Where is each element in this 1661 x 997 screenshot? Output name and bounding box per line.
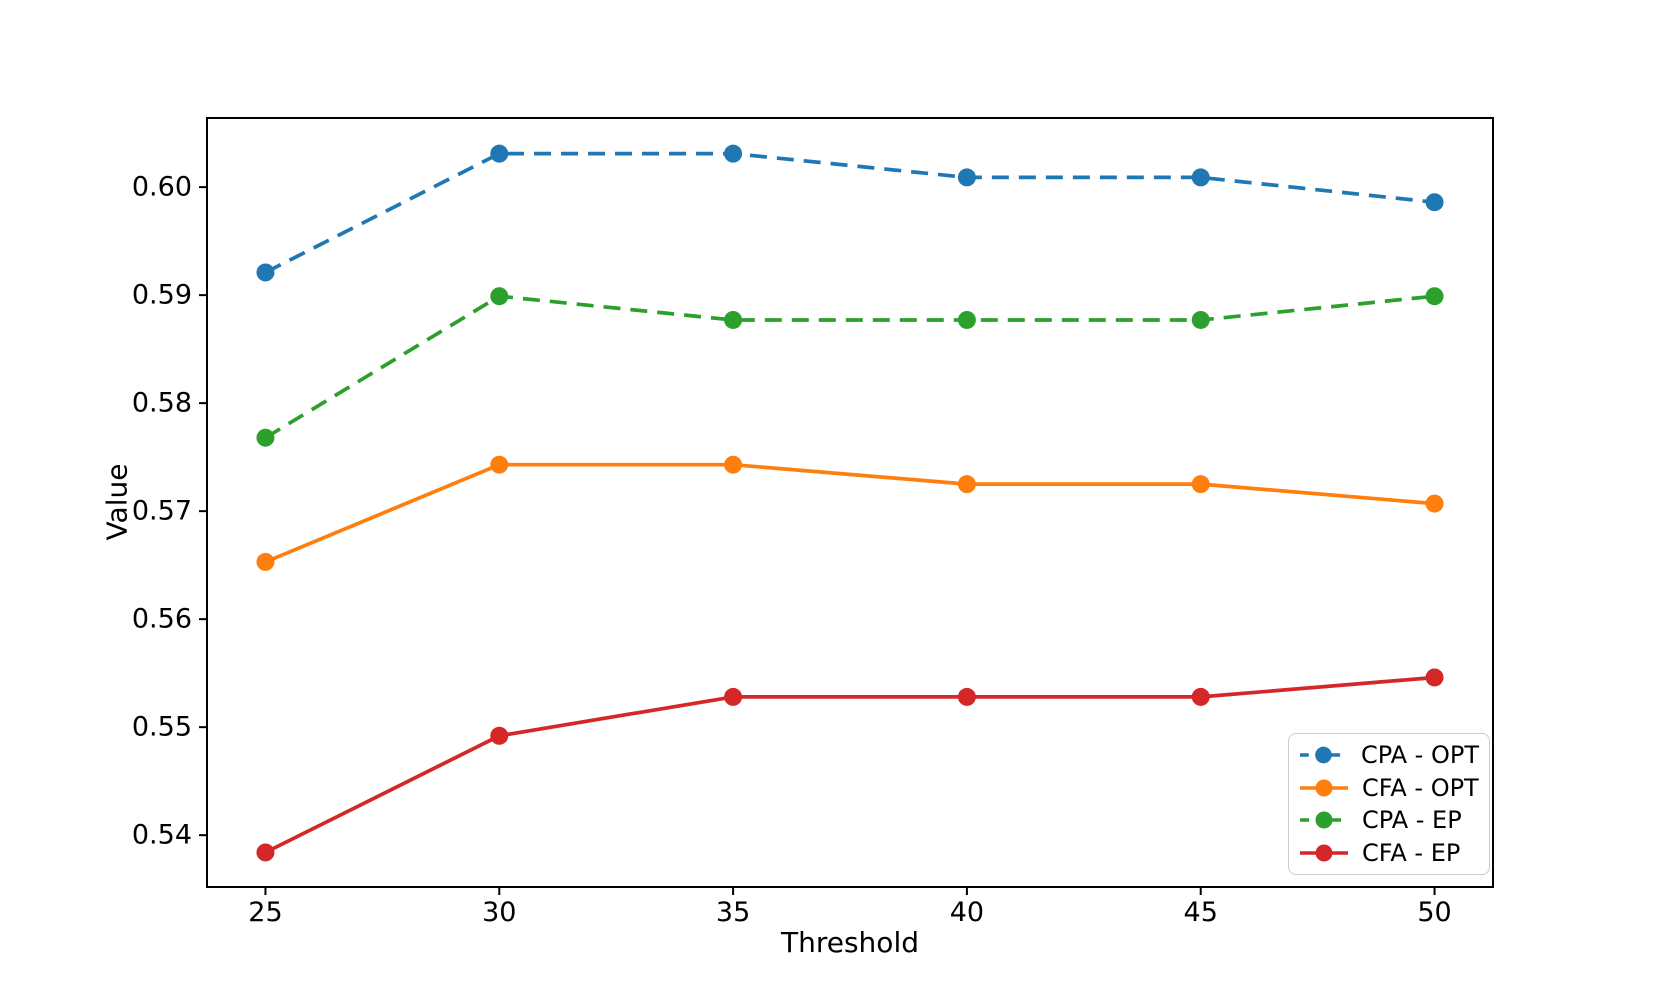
data-point-cpa-opt <box>1425 193 1444 212</box>
data-point-cfa-opt <box>490 455 509 474</box>
legend-label: CPA - OPT <box>1360 741 1479 770</box>
plot-border <box>206 117 1494 888</box>
legend-line-sample <box>1300 844 1348 862</box>
y-tick-label: 0.56 <box>132 604 192 635</box>
data-point-cfa-ep <box>724 687 743 706</box>
x-axis-label: Threshold <box>781 926 919 959</box>
series-line-cpa-opt <box>264 151 1435 275</box>
y-tick-label: 0.59 <box>132 280 192 311</box>
x-tick-label: 35 <box>716 897 750 928</box>
x-tick-label: 25 <box>248 897 282 928</box>
y-tick-label: 0.55 <box>132 712 192 743</box>
y-tick-label: 0.58 <box>132 388 192 419</box>
legend-item-cfa-opt: CFA - OPT <box>1299 774 1479 802</box>
legend-label: CFA - EP <box>1362 838 1461 867</box>
legend-label: CPA - EP <box>1362 806 1462 835</box>
legend-sample-marker-icon <box>1315 811 1333 829</box>
legend-sample-marker-icon <box>1315 844 1333 862</box>
legend-line-sample <box>1300 811 1348 829</box>
x-tick-label: 30 <box>482 897 516 928</box>
series-line-cfa-ep <box>264 675 1435 855</box>
series-line-cfa-opt <box>264 462 1435 564</box>
legend-item-cpa-opt: CPA - OPT <box>1299 741 1479 769</box>
data-point-cfa-opt <box>1425 494 1444 513</box>
data-point-cpa-ep <box>1425 287 1444 306</box>
data-point-cpa-opt <box>957 168 976 187</box>
legend-label: CFA - OPT <box>1362 773 1479 802</box>
data-point-cpa-opt <box>724 144 743 163</box>
y-tick-label: 0.57 <box>132 496 192 527</box>
data-point-cfa-opt <box>957 475 976 494</box>
y-axis-label: Value <box>100 463 134 541</box>
data-point-cpa-opt <box>256 263 275 282</box>
data-point-cfa-opt <box>1191 475 1210 494</box>
x-tick-label: 45 <box>1184 897 1218 928</box>
data-point-cfa-ep <box>1191 687 1210 706</box>
data-point-cfa-ep <box>490 726 509 745</box>
series-line-cpa-ep <box>264 294 1435 440</box>
data-point-cpa-ep <box>490 287 509 306</box>
data-point-cfa-opt <box>256 552 275 571</box>
legend-item-cpa-ep: CPA - EP <box>1299 806 1479 834</box>
legend-sample-marker-icon <box>1315 746 1332 764</box>
data-point-cfa-opt <box>724 455 743 474</box>
legend-line-sample <box>1299 746 1347 764</box>
x-tick-label: 50 <box>1417 897 1451 928</box>
data-point-cpa-ep <box>724 310 743 329</box>
data-point-cfa-ep <box>1425 668 1444 687</box>
data-point-cpa-ep <box>256 428 275 447</box>
legend-sample-marker-icon <box>1315 779 1333 797</box>
data-point-cfa-ep <box>957 687 976 706</box>
data-point-cpa-ep <box>1191 310 1210 329</box>
y-tick-label: 0.60 <box>132 172 192 203</box>
y-tick-label: 0.54 <box>132 820 192 851</box>
data-point-cpa-ep <box>957 310 976 329</box>
legend-item-cfa-ep: CFA - EP <box>1299 839 1479 867</box>
data-point-cpa-opt <box>490 144 509 163</box>
x-tick-label: 40 <box>950 897 984 928</box>
data-point-cfa-ep <box>256 843 275 862</box>
data-point-cpa-opt <box>1191 168 1210 187</box>
legend-line-sample <box>1300 779 1348 797</box>
legend: CPA - OPT CFA - OPT CPA - EP CFA - EP <box>1288 733 1490 875</box>
